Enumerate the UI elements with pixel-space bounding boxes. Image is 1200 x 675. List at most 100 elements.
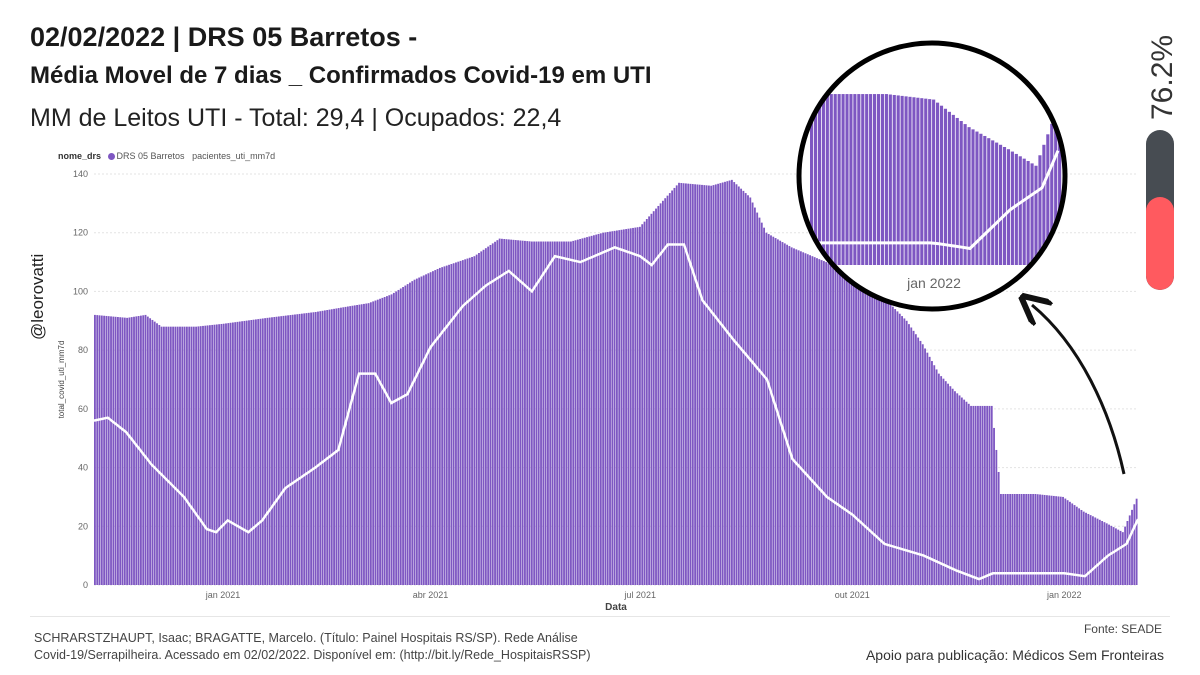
occupancy-gauge bbox=[1146, 130, 1174, 290]
bar bbox=[832, 266, 834, 585]
zoom-bar bbox=[845, 94, 849, 265]
y-tick-label: 120 bbox=[73, 228, 88, 238]
x-tick-label: jan 2021 bbox=[205, 590, 241, 600]
zoom-bar bbox=[928, 99, 932, 265]
bar bbox=[94, 314, 96, 585]
bar bbox=[655, 208, 657, 585]
bar bbox=[254, 319, 257, 585]
bar bbox=[753, 207, 756, 586]
bar bbox=[581, 238, 584, 585]
bar bbox=[1128, 515, 1131, 585]
x-axis-label: Data bbox=[605, 602, 627, 613]
bar bbox=[1133, 504, 1136, 585]
y-axis-label: total_covid_uti_mm7d bbox=[57, 341, 66, 419]
bar bbox=[921, 344, 924, 585]
bar bbox=[411, 281, 414, 585]
bar bbox=[684, 183, 687, 585]
support-label: Apoio para publicação: Médicos Sem Front… bbox=[865, 647, 1164, 663]
bar bbox=[271, 317, 273, 585]
bar bbox=[590, 235, 593, 586]
bar bbox=[298, 313, 301, 585]
bar bbox=[763, 227, 766, 585]
bar bbox=[622, 229, 625, 585]
chart-title: Média Movel de 7 dias _ Confirmados Covi… bbox=[30, 62, 652, 89]
bar bbox=[183, 326, 186, 585]
bar bbox=[211, 324, 214, 585]
bar bbox=[629, 228, 632, 585]
bar bbox=[300, 313, 303, 585]
bar bbox=[195, 326, 198, 585]
bar bbox=[726, 181, 729, 585]
zoom-bar bbox=[849, 94, 853, 265]
bar bbox=[889, 304, 892, 585]
bar bbox=[696, 184, 699, 586]
bar bbox=[949, 386, 952, 585]
bar bbox=[1025, 493, 1028, 585]
zoom-bar bbox=[829, 94, 833, 265]
bar bbox=[825, 262, 828, 585]
bar bbox=[627, 228, 630, 585]
legend-title: nome_drs bbox=[58, 151, 102, 161]
bar bbox=[110, 316, 112, 585]
zoom-bar bbox=[876, 94, 881, 265]
bar bbox=[266, 317, 269, 585]
bar bbox=[190, 326, 193, 585]
bar bbox=[512, 239, 515, 585]
bar bbox=[1062, 496, 1064, 585]
bar bbox=[691, 184, 694, 585]
bar bbox=[257, 319, 260, 585]
bar bbox=[448, 264, 450, 585]
bar bbox=[588, 236, 591, 586]
bar bbox=[291, 314, 294, 585]
y-tick-label: 0 bbox=[83, 580, 88, 590]
bar bbox=[501, 238, 503, 586]
bar bbox=[551, 241, 554, 585]
bar bbox=[602, 232, 605, 585]
bar bbox=[135, 316, 138, 585]
bar bbox=[965, 401, 968, 585]
bar bbox=[1105, 523, 1108, 585]
bar bbox=[687, 183, 690, 585]
bar bbox=[199, 326, 202, 585]
x-tick-label: abr 2021 bbox=[413, 590, 449, 600]
bar bbox=[238, 321, 241, 585]
bar bbox=[1131, 509, 1133, 585]
bar bbox=[144, 314, 147, 585]
bar bbox=[351, 305, 354, 585]
bar bbox=[1117, 529, 1120, 585]
bar bbox=[307, 312, 310, 585]
bar-series bbox=[94, 179, 1138, 586]
zoom-bar bbox=[1038, 155, 1042, 265]
bar bbox=[1073, 505, 1076, 585]
bar bbox=[880, 295, 883, 585]
bar bbox=[489, 244, 492, 586]
bar bbox=[707, 185, 710, 585]
bar bbox=[167, 326, 170, 585]
bar bbox=[756, 212, 759, 585]
bar bbox=[245, 320, 248, 585]
bar bbox=[215, 324, 218, 585]
bar bbox=[383, 297, 386, 585]
bar bbox=[544, 241, 547, 585]
bar bbox=[432, 271, 434, 585]
bar bbox=[1048, 495, 1051, 585]
bar bbox=[611, 231, 614, 585]
bar bbox=[818, 259, 821, 585]
bar bbox=[797, 250, 800, 585]
bar bbox=[128, 317, 131, 585]
bar bbox=[369, 302, 372, 585]
bar bbox=[1135, 498, 1138, 585]
bar bbox=[944, 381, 947, 585]
bar bbox=[349, 306, 352, 585]
bar bbox=[770, 235, 772, 585]
bar bbox=[342, 307, 345, 585]
bar bbox=[227, 323, 230, 585]
zoom-bar bbox=[959, 121, 963, 266]
bar bbox=[208, 325, 211, 585]
bar bbox=[142, 315, 145, 585]
bar bbox=[960, 397, 963, 585]
bar bbox=[540, 241, 542, 585]
bar bbox=[471, 256, 473, 585]
bar bbox=[724, 181, 726, 585]
bar bbox=[146, 316, 149, 585]
